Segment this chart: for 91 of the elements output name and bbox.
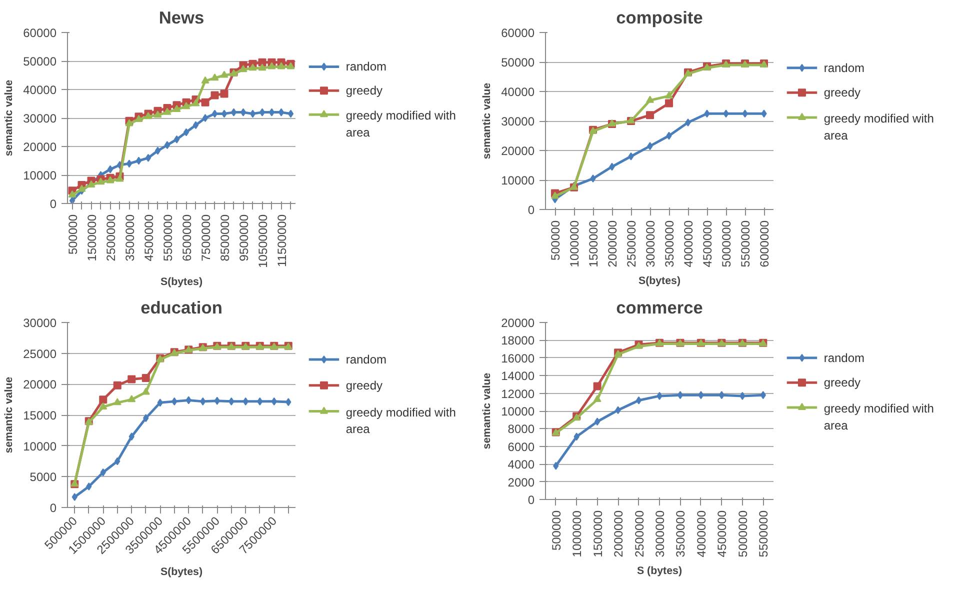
y-tick-label: 50000 [23, 54, 57, 68]
chart-title: composite [616, 8, 704, 28]
y-axis-title: semantic value [481, 82, 494, 160]
y-tick-label: 4000 [508, 458, 535, 472]
x-tick-label: 4500000 [142, 214, 156, 262]
x-tick-label: 10500000 [256, 214, 270, 268]
y-tick-label: 60000 [501, 26, 535, 40]
y-tick-label: 10000 [501, 404, 535, 418]
legend-label: random [346, 352, 387, 366]
x-tick-label: 5000000 [736, 510, 750, 558]
y-tick-label: 20000 [501, 144, 535, 158]
legend-label: greedy [824, 86, 861, 100]
x-axis-title: S (bytes) [637, 565, 682, 578]
legend-label: greedy modified with area [824, 111, 934, 142]
x-tick-label: 6000000 [758, 220, 772, 268]
x-tick-label: 3000000 [644, 220, 658, 268]
y-tick-label: 30000 [23, 112, 57, 126]
y-tick-label: 30000 [501, 114, 535, 128]
x-tick-label: 3500000 [674, 510, 688, 558]
x-tick-label: 7500000 [198, 214, 213, 262]
y-tick-label: 2000 [508, 475, 535, 490]
y-tick-label: 40000 [501, 85, 535, 99]
x-tick-label: 500000 [549, 510, 564, 551]
x-tick-label: 5500000 [738, 220, 752, 268]
x-tick-label: 3000000 [653, 510, 667, 558]
chart-title: commerce [616, 298, 704, 318]
x-tick-label: 1000000 [570, 510, 584, 558]
y-tick-label: 8000 [508, 422, 535, 436]
y-tick-label: 6000 [508, 440, 535, 454]
y-tick-label: 10000 [23, 168, 57, 182]
x-tick-label: 5500000 [756, 510, 771, 558]
y-tick-label: 16000 [501, 351, 535, 366]
x-tick-label: 9500000 [236, 214, 251, 262]
y-tick-label: 20000 [23, 378, 57, 392]
y-tick-label: 50000 [501, 56, 535, 70]
x-tick-label: 4500000 [700, 220, 714, 268]
x-tick-label: 2500000 [104, 214, 118, 262]
legend-label: greedy [346, 378, 383, 392]
y-tick-label: 30000 [23, 316, 57, 330]
x-tick-label: 3500000 [662, 220, 676, 268]
legend-label: random [824, 60, 865, 75]
x-tick-label: 4500000 [715, 510, 730, 558]
legend-label: greedy modified with area [824, 401, 934, 432]
y-tick-label: 15000 [23, 408, 57, 422]
y-tick-label: 10000 [23, 439, 57, 454]
legend-label: greedy [824, 376, 861, 390]
x-tick-label: 1500000 [586, 220, 600, 268]
x-tick-label: 8500000 [218, 214, 232, 262]
x-tick-label: 4000000 [682, 220, 696, 268]
y-tick-label: 0 [528, 493, 535, 507]
x-axis-title: S(bytes) [638, 275, 681, 288]
y-tick-label: 0 [528, 203, 535, 217]
x-tick-label: 500000 [66, 214, 80, 255]
x-tick-label: 11500000 [274, 214, 289, 267]
x-tick-label: 1000000 [568, 220, 582, 268]
x-tick-label: 6500000 [180, 214, 194, 262]
chart-title: News [158, 8, 204, 28]
y-axis-title: semantic value [3, 376, 16, 454]
y-axis-title: semantic value [3, 80, 16, 156]
y-tick-label: 18000 [501, 334, 535, 348]
x-tick-label: 4000000 [694, 510, 708, 558]
y-tick-label: 40000 [23, 83, 57, 97]
y-axis-title: semantic value [481, 372, 494, 450]
y-tick-label: 5000 [30, 470, 57, 484]
x-tick-label: 5500000 [160, 214, 175, 262]
x-axis-title: S(bytes) [160, 566, 203, 578]
y-tick-label: 20000 [23, 140, 57, 154]
x-tick-label: 2000000 [606, 220, 620, 268]
legend-label: greedy modified with area [346, 405, 456, 436]
y-tick-label: 0 [50, 501, 57, 515]
x-tick-label: 3500000 [122, 214, 137, 262]
y-tick-label: 25000 [23, 346, 57, 361]
x-tick-label: 1500000 [590, 510, 605, 558]
y-tick-label: 14000 [501, 369, 535, 384]
legend-label: greedy modified with area [346, 108, 456, 140]
x-tick-label: 2500000 [632, 510, 646, 558]
y-tick-label: 12000 [501, 386, 535, 401]
legend-label: random [346, 60, 387, 74]
legend-label: random [824, 350, 865, 365]
chart-title: education [140, 298, 222, 318]
x-tick-label: 1500000 [84, 214, 99, 262]
y-tick-label: 0 [50, 197, 57, 211]
x-tick-label: 500000 [548, 220, 562, 261]
y-tick-label: 20000 [501, 316, 535, 330]
x-axis-title: S(bytes) [160, 276, 203, 288]
legend-label: greedy [346, 84, 383, 98]
x-tick-label: 2000000 [612, 510, 626, 558]
x-tick-label: 5000000 [720, 220, 734, 268]
x-tick-label: 2500000 [624, 220, 638, 268]
y-tick-label: 10000 [501, 174, 535, 188]
y-tick-label: 60000 [23, 26, 57, 40]
